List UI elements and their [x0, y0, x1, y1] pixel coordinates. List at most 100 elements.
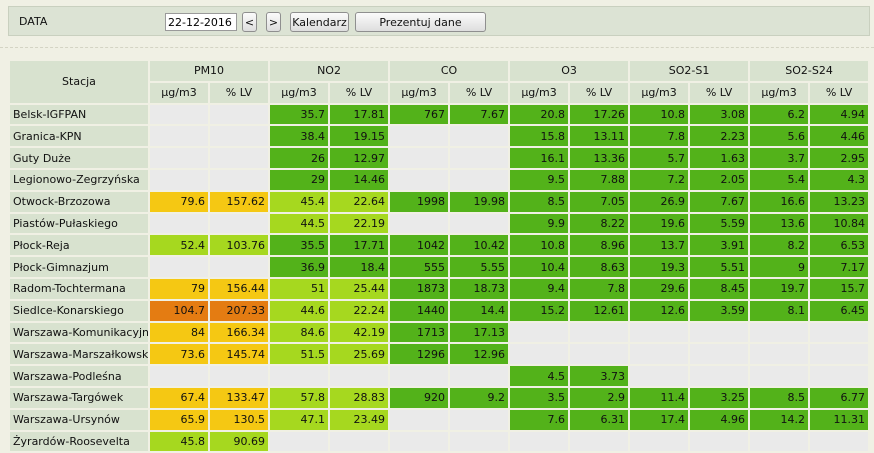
- value-cell: 2.05: [690, 169, 749, 190]
- unit-header: µg/m3: [750, 82, 809, 103]
- value-cell: [630, 344, 689, 365]
- value-cell: 22.24: [330, 300, 389, 321]
- value-cell: 130.5: [210, 409, 268, 430]
- value-cell: [810, 431, 869, 452]
- present-data-button[interactable]: Prezentuj dane: [355, 12, 486, 32]
- table-row: Otwock-Brzozowa 79.6 157.62 45.4 22.64 1998 19…: [10, 191, 869, 212]
- value-cell: 157.62: [210, 191, 268, 212]
- value-cell: 10.8: [630, 104, 689, 125]
- value-cell: [210, 213, 268, 234]
- value-cell: [570, 431, 629, 452]
- station-name: Piastów-Pułaskiego: [10, 213, 148, 234]
- value-cell: [450, 366, 509, 386]
- value-cell: [270, 366, 328, 386]
- value-cell: [630, 431, 689, 452]
- value-cell: 1296: [390, 344, 449, 365]
- table-row: Płock-Gimnazjum 36.9 18.4 555 5.55 10.4 8.63 19…: [10, 257, 869, 277]
- value-cell: [810, 322, 869, 343]
- value-cell: 19.7: [750, 278, 809, 299]
- value-cell: [390, 431, 449, 452]
- date-input[interactable]: [165, 13, 237, 31]
- value-cell: 5.59: [690, 213, 749, 234]
- group-header: O3: [510, 61, 629, 81]
- previous-day-button[interactable]: <: [242, 12, 257, 32]
- value-cell: 14.46: [330, 169, 389, 190]
- value-cell: [270, 431, 328, 452]
- value-cell: 44.6: [270, 300, 328, 321]
- value-cell: 84: [150, 322, 208, 343]
- value-cell: 26: [270, 148, 328, 168]
- value-cell: 47.1: [270, 409, 328, 430]
- station-name: Guty Duże: [10, 148, 148, 168]
- value-cell: [390, 409, 449, 430]
- measurements-table: Stacja PM10 NO2 CO O3 SO2-S1 SO2-S24 µg/…: [8, 59, 870, 453]
- value-cell: 4.94: [810, 104, 869, 125]
- value-cell: [150, 257, 208, 277]
- value-cell: [750, 344, 809, 365]
- table-row: Płock-Reja 52.4 103.76 35.5 17.71 1042 10.42 10…: [10, 235, 869, 256]
- value-cell: 103.76: [210, 235, 268, 256]
- value-cell: 8.1: [750, 300, 809, 321]
- value-cell: 9.5: [510, 169, 569, 190]
- value-cell: [690, 322, 749, 343]
- value-cell: 9.4: [510, 278, 569, 299]
- station-name: Warszawa-Podleśna: [10, 366, 148, 386]
- table-row: Piastów-Pułaskiego 44.5 22.19 9.9 8.22 19.6 5.…: [10, 213, 869, 234]
- value-cell: 555: [390, 257, 449, 277]
- value-cell: 5.55: [450, 257, 509, 277]
- value-cell: [390, 126, 449, 147]
- unit-header: µg/m3: [630, 82, 689, 103]
- value-cell: 90.69: [210, 431, 268, 452]
- value-cell: 17.26: [570, 104, 629, 125]
- value-cell: 8.2: [750, 235, 809, 256]
- group-header: SO2-S1: [630, 61, 749, 81]
- value-cell: [570, 344, 629, 365]
- unit-header: % LV: [810, 82, 869, 103]
- value-cell: 51: [270, 278, 328, 299]
- value-cell: 7.8: [630, 126, 689, 147]
- value-cell: 14.2: [750, 409, 809, 430]
- next-day-button[interactable]: >: [266, 12, 281, 32]
- value-cell: 5.6: [750, 126, 809, 147]
- value-cell: 5.51: [690, 257, 749, 277]
- value-cell: 5.7: [630, 148, 689, 168]
- value-cell: 7.67: [450, 104, 509, 125]
- value-cell: 25.69: [330, 344, 389, 365]
- value-cell: 1873: [390, 278, 449, 299]
- value-cell: [630, 322, 689, 343]
- value-cell: [150, 126, 208, 147]
- date-toolbar: DATA < > Kalendarz Prezentuj dane: [8, 6, 870, 36]
- value-cell: 7.05: [570, 191, 629, 212]
- value-cell: 13.36: [570, 148, 629, 168]
- value-cell: [210, 169, 268, 190]
- value-cell: 6.77: [810, 387, 869, 408]
- value-cell: 12.61: [570, 300, 629, 321]
- value-cell: 13.11: [570, 126, 629, 147]
- value-cell: 12.6: [630, 300, 689, 321]
- value-cell: 13.6: [750, 213, 809, 234]
- value-cell: 10.4: [510, 257, 569, 277]
- value-cell: [810, 366, 869, 386]
- table-row: Belsk-IGFPAN 35.7 17.81 767 7.67 20.8 17.26 10.…: [10, 104, 869, 125]
- value-cell: [510, 431, 569, 452]
- value-cell: 7.67: [690, 191, 749, 212]
- value-cell: 4.3: [810, 169, 869, 190]
- value-cell: 3.73: [570, 366, 629, 386]
- value-cell: 38.4: [270, 126, 328, 147]
- value-cell: 4.96: [690, 409, 749, 430]
- station-name: Legionowo-Zegrzyńska: [10, 169, 148, 190]
- value-cell: 8.96: [570, 235, 629, 256]
- value-cell: 36.9: [270, 257, 328, 277]
- value-cell: 15.7: [810, 278, 869, 299]
- value-cell: [210, 257, 268, 277]
- value-cell: 84.6: [270, 322, 328, 343]
- value-cell: 8.45: [690, 278, 749, 299]
- calendar-button[interactable]: Kalendarz: [290, 12, 349, 32]
- value-cell: 17.13: [450, 322, 509, 343]
- value-cell: 16.6: [750, 191, 809, 212]
- value-cell: 65.9: [150, 409, 208, 430]
- unit-header: µg/m3: [390, 82, 449, 103]
- divider: [0, 47, 874, 48]
- value-cell: 3.7: [750, 148, 809, 168]
- value-cell: [450, 148, 509, 168]
